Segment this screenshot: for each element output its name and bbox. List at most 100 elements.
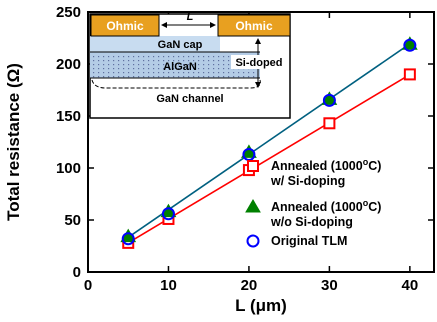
barrier-dot <box>178 72 180 74</box>
barrier-dot <box>203 60 205 62</box>
fit-line-2 <box>127 43 411 238</box>
barrier-dot <box>113 60 115 62</box>
barrier-dot <box>133 76 135 78</box>
barrier-dot <box>93 68 95 70</box>
barrier-dot <box>213 72 215 74</box>
barrier-dot <box>153 76 155 78</box>
fit-lines <box>127 43 411 244</box>
ohmic-right-label: Ohmic <box>235 19 273 33</box>
barrier-dot <box>103 60 105 62</box>
barrier-dot <box>98 68 100 70</box>
y-tick-label: 150 <box>56 108 81 125</box>
data-point-s3 <box>161 207 175 221</box>
barrier-dot <box>198 64 200 66</box>
barrier-dot <box>248 76 250 78</box>
doping-arrow-bottom <box>255 82 261 88</box>
barrier-dot <box>213 76 215 78</box>
barrier-dot <box>163 76 165 78</box>
barrier-dot <box>103 68 105 70</box>
barrier-dot <box>138 72 140 74</box>
barrier-dot <box>128 60 130 62</box>
barrier-dot <box>238 72 240 74</box>
barrier-dot <box>168 72 170 74</box>
barrier-dot <box>148 60 150 62</box>
legend-marker-3 <box>246 234 260 248</box>
barrier-dot <box>148 56 150 58</box>
barrier-dot <box>163 72 165 74</box>
data-point-s1 <box>323 117 336 130</box>
barrier-dot <box>133 56 135 58</box>
barrier-dot <box>228 68 230 70</box>
barrier-dot <box>113 72 115 74</box>
barrier-dot <box>198 60 200 62</box>
barrier-dot <box>223 76 225 78</box>
length-arrow-right-head <box>210 22 216 28</box>
barrier-dot <box>148 76 150 78</box>
barrier-dot <box>93 76 95 78</box>
length-arrow-left-head <box>161 22 167 28</box>
barrier-dot <box>98 76 100 78</box>
channel-label: GaN channel <box>156 93 223 105</box>
barrier-dot <box>113 68 115 70</box>
cap-label: GaN cap <box>158 39 203 51</box>
barrier-dot <box>213 64 215 66</box>
barrier-dot <box>193 56 195 58</box>
barrier-dot <box>238 76 240 78</box>
legend-label-3: Original TLM <box>271 234 347 248</box>
x-tick-label: 0 <box>84 277 92 294</box>
barrier-dot <box>168 60 170 62</box>
barrier-dot <box>173 64 175 66</box>
legend-marker-2 <box>245 199 261 213</box>
barrier-dot <box>168 68 170 70</box>
data-point-s3 <box>121 232 135 246</box>
barrier-dot <box>113 56 115 58</box>
barrier-dot <box>138 64 140 66</box>
barrier-dot <box>138 56 140 58</box>
barrier-dot <box>133 72 135 74</box>
barrier-dot <box>103 72 105 74</box>
barrier-dot <box>158 72 160 74</box>
barrier-dot <box>183 76 185 78</box>
y-tick-label: 100 <box>56 160 81 177</box>
data-point-s3 <box>242 147 256 161</box>
barrier-dot <box>93 56 95 58</box>
barrier-dot <box>128 76 130 78</box>
barrier-dot <box>118 72 120 74</box>
doping-label: Si-doped <box>235 57 282 69</box>
barrier-dot <box>138 68 140 70</box>
barrier-dot <box>218 68 220 70</box>
barrier-dot <box>233 76 235 78</box>
barrier-dot <box>158 56 160 58</box>
barrier-dot <box>168 76 170 78</box>
barrier-dot <box>203 72 205 74</box>
barrier-dot <box>123 72 125 74</box>
cap-gap <box>220 36 260 52</box>
x-axis-label: L (μm) <box>235 296 287 315</box>
barrier-dot <box>163 60 165 62</box>
barrier-dot <box>128 68 130 70</box>
barrier-dot <box>208 68 210 70</box>
fit-line-1 <box>127 73 411 244</box>
barrier-dot <box>218 60 220 62</box>
barrier-dot <box>118 64 120 66</box>
barrier-dot <box>113 64 115 66</box>
barrier-dot <box>198 72 200 74</box>
barrier-dot <box>153 56 155 58</box>
barrier-dot <box>148 72 150 74</box>
data-point-s2 <box>321 91 338 105</box>
barrier-dot <box>188 72 190 74</box>
barrier-dot <box>93 64 95 66</box>
barrier-dot <box>108 64 110 66</box>
barrier-dot <box>193 76 195 78</box>
barrier-dot <box>108 72 110 74</box>
barrier-dot <box>213 68 215 70</box>
doping-label-bg <box>231 55 287 69</box>
barrier-dot <box>173 72 175 74</box>
barrier-dot <box>203 56 205 58</box>
barrier-dot <box>128 56 130 58</box>
data-point-s1 <box>403 68 416 81</box>
plot-border <box>87 11 435 273</box>
barrier-dot <box>188 76 190 78</box>
barrier-dot <box>228 72 230 74</box>
